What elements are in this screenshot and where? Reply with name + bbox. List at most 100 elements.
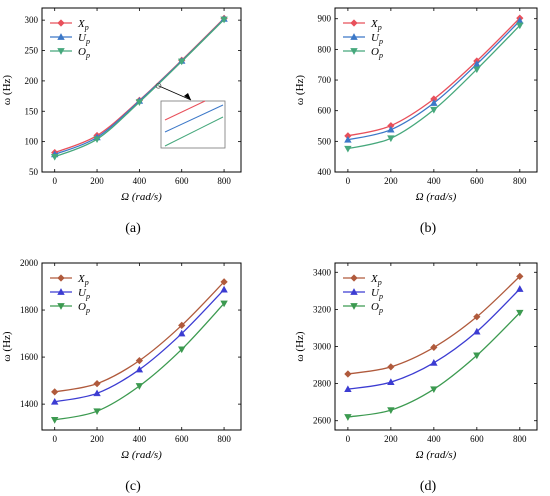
legend-marker [57, 19, 65, 27]
data-point-u [344, 385, 352, 393]
legend-marker [57, 303, 65, 310]
x-tick-label: 0 [346, 434, 351, 444]
panel-label-d: (d) [420, 479, 437, 494]
data-point-x [516, 272, 524, 280]
data-point-o [93, 136, 101, 144]
panel-c: 0 200 400 600 800 1400 1600 1800 2000 Ω (rad/s) ω … [1, 258, 242, 461]
data-point-o [178, 346, 186, 354]
legend-label: Op [78, 301, 90, 315]
data-point-o [178, 58, 186, 66]
data-point-o [473, 352, 481, 360]
x-tick-label: 400 [133, 434, 147, 444]
legend-label: Xp [370, 273, 382, 287]
y-tick-label: 200 [25, 76, 39, 86]
panel-b: 0 200 400 600 800 400 500 600 700 800 900 Ω (rad/s)… [294, 7, 538, 203]
y-tick-label: 1400 [20, 399, 39, 409]
y-tick-label: 400 [318, 167, 332, 177]
zoom-region-marker [155, 82, 162, 89]
x-tick-label: 0 [52, 434, 57, 444]
data-point-o [50, 153, 59, 161]
x-tick-label: 800 [513, 176, 527, 186]
data-point-x [135, 356, 144, 365]
zoom-arrow-line [158, 85, 192, 101]
x-tick-label: 600 [470, 434, 484, 444]
data-point-u [50, 397, 59, 405]
y-tick-label: 1800 [20, 305, 39, 315]
plot-frame [41, 7, 242, 173]
data-point-o [344, 145, 352, 153]
x-tick-label: 600 [175, 434, 189, 444]
y-tick-label: 700 [318, 75, 332, 85]
inset-line-o [164, 116, 224, 147]
x-axis-label: Ω (rad/s) [416, 449, 457, 461]
x-tick-label: 200 [90, 176, 104, 186]
data-point-x [344, 370, 352, 378]
legend-label: Xp [370, 18, 382, 32]
legend-label: Up [371, 32, 383, 46]
plot-frame [41, 262, 242, 431]
legend-marker [57, 33, 65, 40]
data-point-u [220, 285, 228, 293]
y-axis-label: ω (Hz) [1, 75, 13, 105]
y-tick-label: 50 [29, 167, 39, 177]
data-point-o [430, 106, 438, 114]
data-point-x [387, 363, 395, 371]
y-tick-label: 2000 [20, 258, 39, 268]
panel-label-a: (a) [125, 221, 141, 236]
y-tick-label: 3000 [313, 342, 332, 352]
legend-label: Op [371, 301, 383, 315]
data-point-o [387, 407, 395, 414]
data-point-u [387, 125, 395, 133]
x-tick-label: 200 [384, 434, 398, 444]
legend-marker [350, 19, 358, 27]
legend-label: Up [78, 287, 90, 301]
x-axis-label: Ω (rad/s) [416, 191, 457, 203]
y-tick-label: 150 [25, 106, 39, 116]
plot-frame [334, 7, 538, 173]
data-point-u [178, 329, 186, 337]
x-tick-label: 200 [90, 434, 104, 444]
y-tick-label: 600 [318, 106, 332, 116]
y-tick-label: 500 [318, 136, 332, 146]
data-point-u [93, 389, 101, 397]
data-point-o [387, 135, 395, 143]
legend-marker [350, 33, 358, 40]
data-point-u [387, 378, 395, 385]
legend-label: Up [78, 32, 90, 46]
y-tick-label: 2800 [313, 379, 332, 389]
data-point-x [51, 388, 59, 396]
data-point-o [93, 408, 101, 416]
data-point-o [344, 414, 352, 421]
legend-label: Up [371, 287, 383, 301]
data-point-o [135, 383, 144, 390]
x-tick-label: 400 [427, 434, 441, 444]
y-tick-label: 100 [25, 137, 39, 147]
x-tick-label: 800 [513, 434, 527, 444]
data-point-u [344, 135, 352, 143]
x-tick-label: 200 [384, 176, 398, 186]
legend-marker [350, 274, 358, 282]
data-point-x [473, 313, 481, 321]
y-axis-label: ω (Hz) [294, 331, 306, 361]
legend-marker [350, 48, 358, 55]
data-point-x [93, 380, 101, 388]
data-point-o [220, 16, 228, 24]
legend-label: Xp [77, 273, 89, 287]
x-tick-label: 800 [217, 434, 231, 444]
legend-label: Xp [77, 18, 89, 32]
panel-a: 0 200 400 600 800 50 100 150 200 250 300 Ω (rad/s) ω… [1, 7, 242, 203]
data-point-u [516, 285, 524, 292]
x-tick-label: 600 [175, 176, 189, 186]
y-axis-label: ω (Hz) [294, 75, 306, 105]
data-point-x [178, 321, 186, 329]
panel-label-c: (c) [125, 479, 141, 494]
data-point-o [516, 309, 524, 317]
x-tick-label: 0 [52, 176, 57, 186]
x-axis-label: Ω (rad/s) [121, 191, 162, 203]
y-tick-label: 900 [318, 14, 332, 24]
panel-d: 0 200 400 600 800 2600 2800 3000 3200 3400 Ω (rad/… [294, 262, 538, 461]
y-tick-label: 1600 [20, 352, 39, 362]
legend-marker [57, 288, 65, 295]
data-point-o [516, 22, 524, 30]
